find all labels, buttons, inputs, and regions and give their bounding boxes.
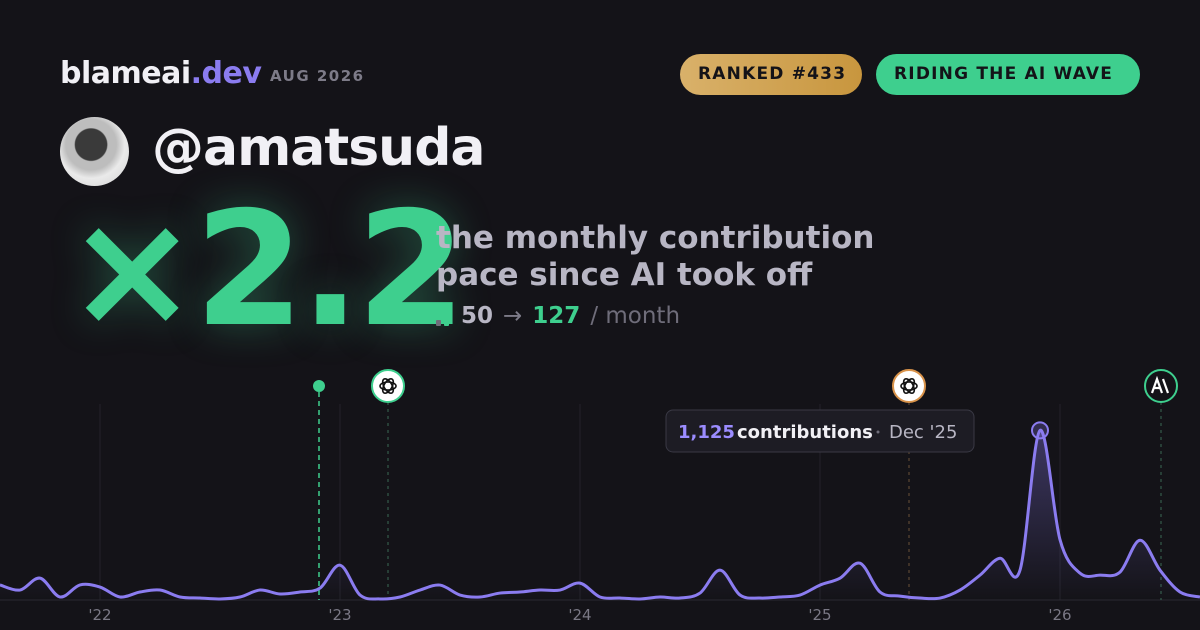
description: pace since AI took off bbox=[436, 257, 813, 293]
x-tick-label: '24 bbox=[568, 606, 591, 624]
multiplier: ×2.2 bbox=[66, 178, 466, 362]
tooltip-date: Dec '25 bbox=[889, 422, 957, 443]
pace-icon bbox=[436, 306, 449, 326]
x-tick-label: '25 bbox=[808, 606, 831, 624]
line bbox=[0, 428, 1200, 601]
tooltip-unit: contributions bbox=[737, 422, 873, 443]
plot bbox=[0, 421, 1200, 601]
x-tick-label: '26 bbox=[1048, 606, 1071, 624]
period: AUG 2026 bbox=[270, 67, 365, 85]
x-tick-label: '22 bbox=[88, 606, 111, 624]
brand: blameai.dev bbox=[60, 56, 262, 91]
x-tick-label: '23 bbox=[328, 606, 351, 624]
avatar bbox=[60, 117, 129, 186]
tooltip-value: 1,125 bbox=[678, 422, 735, 443]
event-dot bbox=[313, 380, 325, 392]
pace-arrow: → bbox=[503, 303, 523, 329]
tooltip: 1,125 contributions Dec '25 bbox=[665, 409, 975, 453]
openai-icon bbox=[892, 369, 926, 403]
rank-badge: RANKED #433 bbox=[680, 54, 862, 95]
separator bbox=[876, 430, 880, 434]
anthropic-icon bbox=[1144, 369, 1178, 403]
openai-icon bbox=[371, 369, 405, 403]
pace-unit: / month bbox=[590, 303, 681, 329]
pace-after: 127 bbox=[532, 303, 581, 329]
tooltip-box bbox=[665, 409, 975, 453]
status-badge: RIDING THE AI WAVE bbox=[876, 54, 1140, 95]
brand-suffix: .dev bbox=[190, 56, 262, 91]
peak-marker bbox=[1031, 421, 1049, 440]
area bbox=[0, 430, 1200, 600]
grid: '22 '23 '24 '25 '26 bbox=[88, 404, 1072, 624]
pace-before: 50 bbox=[461, 303, 494, 329]
description: the monthly contribution bbox=[436, 220, 875, 256]
brand-name: blameai bbox=[60, 56, 191, 91]
pace: 50 → 127 / month bbox=[436, 303, 680, 329]
username: @amatsuda bbox=[152, 118, 486, 178]
